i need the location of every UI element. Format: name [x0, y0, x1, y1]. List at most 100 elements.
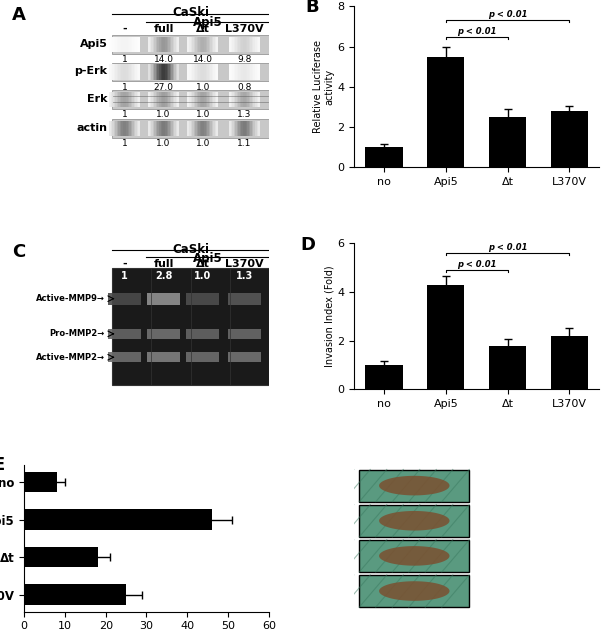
Bar [258, 92, 260, 107]
Bar [156, 37, 157, 52]
Bar [111, 121, 113, 136]
Bar [203, 121, 204, 136]
Bar [255, 121, 257, 136]
Bar [186, 352, 220, 362]
Bar [123, 64, 125, 80]
Bar [135, 121, 137, 136]
Bar [243, 37, 244, 52]
Bar [153, 121, 154, 136]
Bar [198, 92, 200, 107]
Bar [132, 92, 134, 107]
Bar [111, 64, 113, 80]
Bar [253, 37, 255, 52]
Bar [134, 64, 135, 80]
Bar [188, 37, 189, 52]
Bar [244, 121, 246, 136]
Text: 27.0: 27.0 [154, 83, 174, 92]
Bar [109, 64, 111, 80]
Bar [176, 64, 177, 80]
Bar [117, 64, 119, 80]
Bar [257, 121, 258, 136]
Text: 1.0: 1.0 [194, 271, 211, 281]
Bar [131, 64, 132, 80]
Bar [234, 121, 235, 136]
Bar [157, 64, 159, 80]
Bar [162, 64, 163, 80]
Bar [137, 37, 138, 52]
Bar [194, 92, 195, 107]
Bar [489, 117, 526, 168]
Bar [138, 37, 140, 52]
Bar [198, 64, 200, 80]
Bar [240, 64, 241, 80]
Bar [186, 329, 220, 339]
Bar [192, 64, 194, 80]
Bar [125, 121, 126, 136]
Bar [147, 352, 180, 362]
Bar [258, 37, 260, 52]
Bar [171, 64, 173, 80]
Bar [252, 92, 253, 107]
Bar [247, 121, 249, 136]
Bar [551, 336, 588, 389]
Bar [156, 92, 157, 107]
Bar [160, 92, 162, 107]
Bar [113, 92, 114, 107]
Bar [170, 92, 171, 107]
Bar [232, 64, 234, 80]
Text: full: full [154, 24, 174, 34]
Bar [119, 37, 120, 52]
Bar [128, 37, 129, 52]
Bar [192, 92, 194, 107]
Bar [116, 121, 117, 136]
Bar [113, 64, 114, 80]
Bar [174, 92, 176, 107]
Bar [177, 121, 179, 136]
Bar [163, 121, 165, 136]
Bar [111, 92, 113, 107]
Bar [132, 37, 134, 52]
Text: 1.0: 1.0 [157, 110, 171, 119]
Bar [156, 121, 157, 136]
Bar [198, 121, 200, 136]
Text: p < 0.01: p < 0.01 [457, 27, 497, 36]
Text: L370V: L370V [225, 24, 264, 34]
Bar [232, 92, 234, 107]
Bar [359, 505, 469, 537]
Bar [166, 121, 168, 136]
Bar [122, 121, 123, 136]
Bar [365, 147, 402, 168]
Bar [153, 64, 154, 80]
Bar [166, 37, 168, 52]
Bar [109, 121, 111, 136]
Bar [235, 121, 237, 136]
Bar [215, 64, 217, 80]
Bar [246, 64, 247, 80]
Bar [258, 121, 260, 136]
Bar [427, 285, 464, 389]
Bar [116, 37, 117, 52]
Bar [238, 37, 240, 52]
Bar [243, 92, 244, 107]
Bar [250, 64, 252, 80]
Bar [189, 37, 191, 52]
Bar [250, 37, 252, 52]
Bar [166, 64, 168, 80]
Text: 1.0: 1.0 [157, 140, 171, 148]
Bar [211, 92, 212, 107]
Bar [163, 92, 165, 107]
Bar [117, 37, 119, 52]
Text: 1: 1 [121, 271, 128, 281]
Bar [209, 64, 211, 80]
Bar [212, 92, 214, 107]
Bar [247, 64, 249, 80]
Bar [173, 37, 174, 52]
Bar [153, 37, 154, 52]
Bar [359, 540, 469, 572]
Bar [129, 37, 131, 52]
Bar [253, 64, 255, 80]
Bar [208, 92, 209, 107]
Text: 1.3: 1.3 [236, 271, 253, 281]
Text: Api5: Api5 [193, 16, 223, 29]
Bar [240, 121, 241, 136]
